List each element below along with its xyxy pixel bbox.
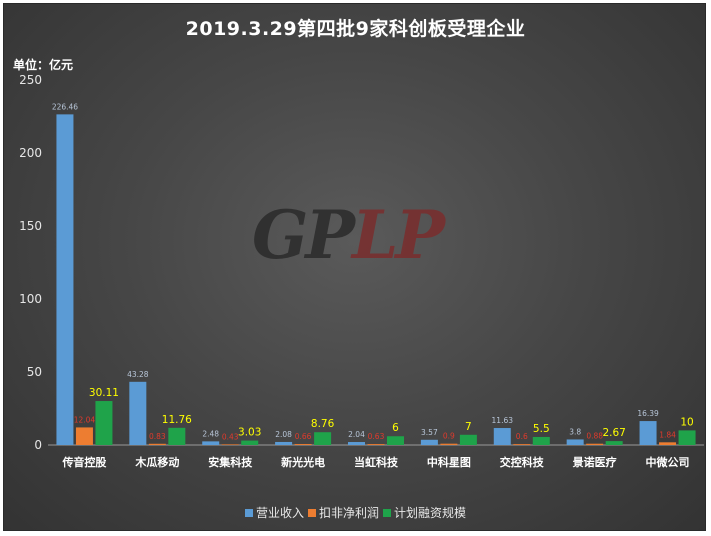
watermark-logo: GPLP (252, 196, 445, 274)
data-label: 0.83 (149, 432, 166, 441)
bar-2 (221, 444, 239, 445)
legend-swatch (307, 509, 316, 517)
bar-1 (56, 114, 74, 445)
x-tick-label: 景诺医疗 (572, 455, 617, 469)
bar-2 (440, 443, 458, 445)
data-label: 1.84 (659, 430, 676, 439)
data-label: 43.28 (127, 370, 149, 379)
legend-label: 营业收入 (255, 506, 304, 520)
data-label: 0.88 (586, 432, 603, 441)
bar-2 (513, 444, 531, 445)
bar-3 (532, 436, 550, 445)
data-label: 0.63 (368, 432, 385, 441)
legend-swatch (244, 509, 253, 517)
data-label: 6 (392, 422, 399, 434)
x-tick-label: 中科星图 (427, 455, 471, 469)
data-label: 2.67 (602, 427, 625, 439)
bar-3 (241, 440, 259, 445)
y-tick-label: 50 (27, 365, 42, 379)
data-label: 3.03 (238, 427, 261, 439)
x-tick-label: 中微公司 (646, 455, 690, 469)
chart-legend: 营业收入 扣非净利润 计划融资规模 (4, 504, 707, 521)
data-label: 0.43 (222, 432, 239, 441)
legend-label: 扣非净利润 (318, 506, 379, 520)
y-tick-label: 100 (19, 292, 42, 306)
data-label: 12.04 (74, 415, 96, 424)
data-label: 11.76 (162, 414, 192, 426)
legend-label: 计划融资规模 (394, 506, 467, 520)
x-tick-label: 木瓜移动 (134, 455, 179, 469)
legend-item: 扣非净利润 (307, 504, 379, 521)
watermark-lp: LP (352, 196, 445, 274)
bar-3 (95, 401, 113, 445)
x-tick-label: 新光光电 (281, 455, 325, 469)
y-tick-label: 0 (34, 438, 42, 452)
data-label: 7 (465, 421, 472, 433)
data-label: 0.66 (295, 432, 312, 441)
bar-1 (420, 439, 438, 445)
x-tick-label: 安集科技 (208, 455, 253, 469)
legend-item: 营业收入 (244, 504, 304, 521)
data-label: 2.08 (275, 430, 292, 439)
bar-2 (294, 444, 312, 445)
bar-1 (129, 381, 147, 445)
y-tick-label: 200 (19, 146, 42, 160)
bar-3 (605, 441, 623, 445)
bar-2 (75, 427, 93, 445)
x-tick-label: 当虹科技 (354, 455, 399, 469)
data-label: 0.6 (516, 432, 528, 441)
chart-area: 2019.3.29第四批9家科创板受理企业 单位：亿元 GPLP 0 50 100 1… (3, 3, 706, 531)
data-label: 5.5 (533, 423, 550, 435)
bar-2 (148, 443, 166, 445)
legend-item: 计划融资规模 (383, 504, 466, 521)
bar-3 (168, 427, 186, 445)
bar-3 (387, 436, 404, 445)
data-label: 8.76 (311, 418, 335, 430)
bar-3 (678, 430, 696, 445)
data-label: 3.8 (569, 427, 581, 436)
bar-1 (493, 428, 511, 445)
y-tick-label: 250 (19, 73, 42, 87)
x-tick-label: 交控科技 (500, 455, 545, 469)
data-label: 3.57 (421, 428, 438, 437)
data-label: 0.9 (443, 432, 455, 441)
bar-3 (314, 432, 332, 445)
data-label: 10 (680, 416, 693, 428)
bar-1 (566, 439, 584, 445)
legend-swatch (383, 509, 391, 517)
bar-1 (348, 442, 365, 445)
bar-3 (459, 434, 477, 445)
bar-chart-svg: 0 50 100 150 200 250 226.46 12.04 30.11 传音控股 43.28… (19, 73, 704, 469)
y-tick-label: 150 (19, 219, 42, 233)
unit-label: 单位：亿元 (13, 58, 74, 72)
chart-title: 2019.3.29第四批9家科创板受理企业 (185, 18, 526, 40)
bar-2 (586, 443, 604, 445)
bar-2 (659, 442, 677, 445)
data-label: 16.39 (637, 409, 659, 418)
bar-1 (639, 421, 657, 445)
data-label: 11.63 (492, 416, 514, 425)
watermark-gp: GP (252, 196, 355, 274)
data-label: 30.11 (89, 387, 119, 399)
x-tick-label: 传音控股 (61, 455, 107, 469)
bar-1 (202, 441, 220, 445)
data-label: 2.48 (202, 429, 219, 438)
data-label: 226.46 (52, 102, 78, 111)
bar-1 (275, 441, 293, 445)
data-label: 2.04 (348, 430, 365, 439)
bar-2 (367, 444, 385, 445)
